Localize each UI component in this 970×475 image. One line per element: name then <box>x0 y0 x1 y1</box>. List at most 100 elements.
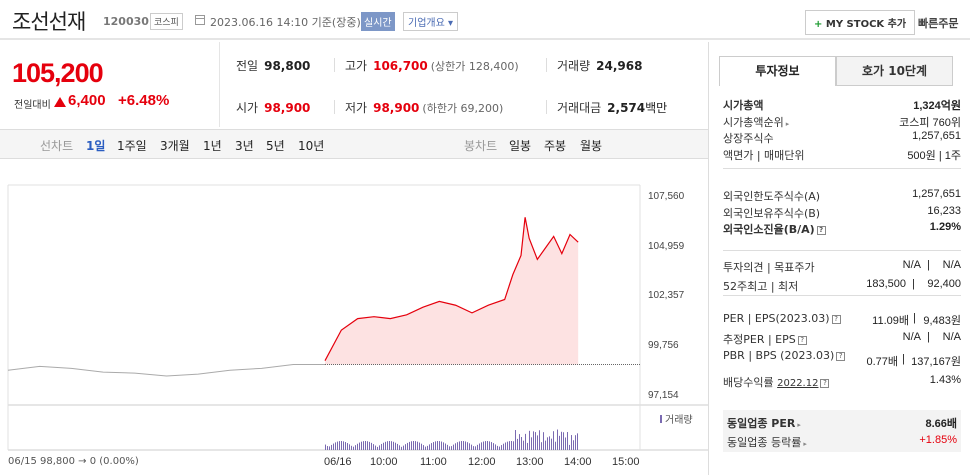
sector-per-label[interactable]: 동일업종 PER ▸ <box>727 415 801 431</box>
realtime-badge[interactable]: 실시간 <box>361 12 395 31</box>
volume-bar <box>509 441 510 450</box>
volume-bar <box>379 445 380 450</box>
volume-bar <box>501 445 502 450</box>
divider <box>723 168 961 169</box>
volume-bar <box>407 442 408 450</box>
add-mystock-button[interactable]: + MY STOCK 추가 <box>805 10 916 35</box>
volume-bar <box>491 442 492 450</box>
volume-bar <box>557 429 558 450</box>
per-value: 11.09배 <box>872 315 909 327</box>
volume-bar <box>345 442 346 450</box>
cap-rank-label[interactable]: 시가총액순위 ▸ <box>723 114 789 130</box>
volume-bar <box>363 441 364 450</box>
volume-bar <box>449 446 450 450</box>
volume-bar <box>513 441 514 450</box>
stock-code: 120030 <box>103 15 149 28</box>
volume-bar <box>369 441 370 450</box>
volume-bar <box>401 446 402 450</box>
up-arrow-icon <box>54 97 66 107</box>
shares-value: 1,257,651 <box>912 130 961 142</box>
week52-high: 183,500 <box>866 277 906 290</box>
period-3year[interactable]: 3년 <box>235 139 254 153</box>
candle-monthly[interactable]: 월봉 <box>580 139 603 153</box>
target-value: N/A <box>942 259 961 271</box>
foreign-ratio-label: 외국인소진율(B/A)? <box>723 221 826 237</box>
help-icon[interactable]: ? <box>836 352 846 361</box>
volume-bar <box>395 442 396 450</box>
current-price: 105,200 <box>12 58 104 88</box>
stock-header: 조선선재 120030 코스피 2023.06.16 14:10 기준(장중) … <box>0 0 970 40</box>
period-1week[interactable]: 1주일 <box>117 139 147 153</box>
volume-legend: 거래량 <box>660 411 693 426</box>
stat-low: 저가 98,900 (하한가 69,200) <box>345 99 503 116</box>
volume-bar <box>535 432 536 450</box>
tab-invest-info[interactable]: 투자정보 <box>719 56 836 86</box>
volume-bar <box>569 444 570 450</box>
volume-bar <box>465 441 466 450</box>
volume-bar <box>411 441 412 450</box>
pipe: | <box>927 330 930 343</box>
volume-bar <box>439 441 440 450</box>
volume-bar <box>547 437 548 450</box>
volume-bar <box>519 434 520 450</box>
volume-bar <box>515 430 516 450</box>
est-per-value: N/A <box>902 330 921 343</box>
cap-rank-value: 코스피 760위 <box>899 116 961 129</box>
volume-bar <box>549 436 550 450</box>
pipe: | <box>927 259 930 271</box>
volume-bar <box>341 441 342 450</box>
quick-order-button[interactable]: 빠른주문 <box>918 17 959 30</box>
period-10year[interactable]: 10년 <box>298 139 325 153</box>
volume-bar <box>573 440 574 450</box>
help-icon[interactable]: ? <box>816 226 826 235</box>
sector-section: 동일업종 PER ▸ 8.66배 동일업종 등락률 ▸ +1.85% <box>723 410 961 452</box>
foreign-section: 외국인한도주식수(A) 1,257,651 외국인보유주식수(B) 16,233 외… <box>723 188 961 238</box>
company-info-label: 기업개요 <box>408 18 445 29</box>
period-1day[interactable]: 1일 <box>86 139 106 153</box>
period-3month[interactable]: 3개월 <box>160 139 190 153</box>
tab-orderbook[interactable]: 호가 10단계 <box>836 56 953 86</box>
volume-bar <box>371 442 372 450</box>
candle-daily[interactable]: 일봉 <box>509 139 532 153</box>
help-icon[interactable]: ? <box>831 315 841 324</box>
volume-bar <box>555 441 556 450</box>
volume-bar <box>537 435 538 450</box>
ytick: 99,756 <box>648 340 679 351</box>
sector-rate-label[interactable]: 동일업종 등락률 ▸ <box>727 434 807 450</box>
arrow-right-icon: ▸ <box>797 421 801 429</box>
sector-rate-text: 동일업종 등락률 <box>727 435 802 449</box>
volume-bar <box>459 441 460 450</box>
week52-low: 92,400 <box>927 277 961 290</box>
stat-label: 거래량 <box>557 59 591 73</box>
company-info-dropdown[interactable]: 기업개요 ▾ <box>403 12 459 31</box>
volume-bar <box>495 444 496 450</box>
volume-bar <box>373 444 374 450</box>
period-5year[interactable]: 5년 <box>266 139 285 153</box>
xtick: 11:00 <box>420 456 447 468</box>
stat-value: 2,574 <box>607 101 646 115</box>
arrow-right-icon: ▸ <box>785 119 790 128</box>
stat-label: 저가 <box>345 101 368 115</box>
volume-bar <box>423 445 424 450</box>
pipe: | <box>913 312 916 324</box>
ytick: 97,154 <box>648 390 679 401</box>
volume-bar <box>545 440 546 450</box>
week52-label: 52주최고 | 최저 <box>723 279 799 293</box>
volume-bar <box>347 443 348 450</box>
period-1year[interactable]: 1년 <box>203 139 222 153</box>
help-icon[interactable]: ? <box>820 378 830 388</box>
help-icon[interactable]: ? <box>797 335 807 345</box>
plus-icon: + <box>814 19 823 30</box>
divider <box>723 295 961 296</box>
volume-bar <box>327 446 328 450</box>
price-chart[interactable]: 107,560 104,959 102,357 99,756 97,154 거래… <box>0 160 708 475</box>
volume-bar <box>375 445 376 450</box>
stat-value: 98,800 <box>264 59 311 73</box>
eps-value: 9,483원 <box>923 315 961 327</box>
ytick: 104,959 <box>648 241 685 252</box>
volume-bar <box>421 443 422 450</box>
candle-weekly[interactable]: 주봉 <box>544 139 567 153</box>
divider <box>546 100 547 114</box>
volume-bar <box>511 441 512 450</box>
volume-bar <box>367 441 368 450</box>
